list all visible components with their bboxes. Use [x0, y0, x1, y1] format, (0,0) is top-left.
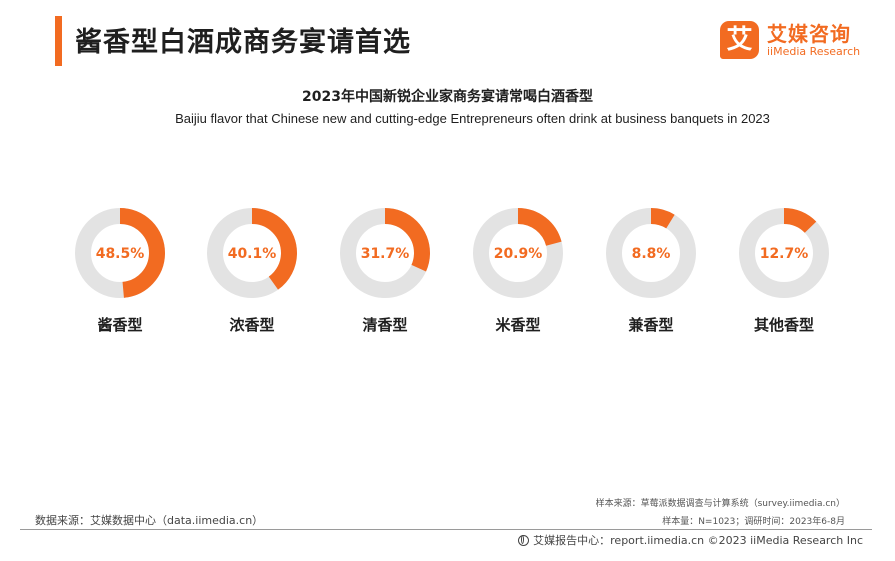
footer-report: 艾媒报告中心：report.iimedia.cn ©2023 iiMedia R… — [518, 532, 863, 548]
donut-4: 20.9% 米香型 — [473, 208, 563, 334]
donut-chart-row: 48.5% 酱香型 40.1% 浓香型 31.7% 清香型 20.9% 米香型 8.8% 兼香型 1… — [75, 208, 829, 334]
donut-slice-3 — [340, 208, 430, 298]
donut-slice-2 — [207, 208, 297, 298]
chart-title: 2023年中国新锐企业家商务宴请常喝白酒香型 — [302, 89, 593, 105]
brand-mark-icon: 艾 — [720, 21, 759, 59]
footer-report-text: 艾媒报告中心：report.iimedia.cn ©2023 iiMedia R… — [533, 534, 863, 547]
donut-1: 48.5% 酱香型 — [75, 208, 165, 334]
footer-sample-size: 样本量：N=1023；调研时间：2023年6-8月 — [662, 517, 845, 527]
donut-category-label: 米香型 — [495, 316, 540, 334]
donut-3: 31.7% 清香型 — [340, 208, 430, 334]
donut-2: 40.1% 浓香型 — [207, 208, 297, 334]
globe-icon — [518, 535, 530, 546]
donut-value-label: 31.7% — [361, 246, 410, 262]
donut-slice-1 — [75, 208, 165, 298]
donut-category-label: 酱香型 — [97, 316, 142, 334]
brand-name-en: iiMedia Research — [767, 45, 861, 58]
donut-5: 8.8% 兼香型 — [606, 208, 696, 334]
donut-category-label: 浓香型 — [229, 316, 274, 334]
brand-name-cn: 艾媒咨询 — [767, 22, 851, 46]
donut-6: 12.7% 其他香型 — [739, 208, 829, 334]
donut-slice-6 — [739, 208, 829, 298]
title-accent-bar — [55, 16, 62, 66]
donut-value-label: 40.1% — [228, 246, 277, 262]
donut-category-label: 兼香型 — [628, 316, 673, 334]
chart-subtitle: Baijiu flavor that Chinese new and cutti… — [175, 111, 770, 126]
donut-value-label: 48.5% — [96, 246, 145, 262]
footer-data-source: 数据来源：艾媒数据中心（data.iimedia.cn） — [35, 514, 264, 527]
brand-logo: 艾 艾媒咨询 iiMedia Research — [718, 18, 868, 60]
donut-category-label: 清香型 — [362, 316, 407, 334]
donut-value-label: 20.9% — [494, 246, 543, 262]
page-title: 酱香型白酒成商务宴请首选 — [75, 27, 411, 58]
donut-slice-5 — [606, 208, 696, 298]
footer-sample-source: 样本来源：草莓派数据调查与计算系统（survey.iimedia.cn） — [595, 499, 845, 509]
footer-divider — [20, 529, 872, 530]
donut-slice-4 — [473, 208, 563, 298]
donut-value-label: 8.8% — [632, 246, 671, 262]
donut-category-label: 其他香型 — [754, 316, 814, 334]
donut-value-label: 12.7% — [760, 246, 809, 262]
